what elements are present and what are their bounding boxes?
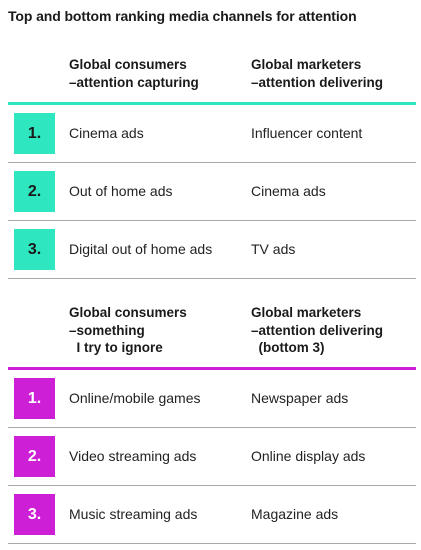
- top-row-3: 3. Digital out of home ads TV ads: [8, 221, 416, 279]
- bottom-consumers-channel: Video streaming ads: [69, 448, 197, 464]
- bottom-row-1: 1. Online/mobile games Newspaper ads: [8, 370, 416, 428]
- top-consumers-channel: Out of home ads: [69, 183, 173, 199]
- row-divider: [8, 278, 416, 279]
- top-rank-badge: 2.: [14, 171, 55, 212]
- row-divider: [8, 485, 416, 486]
- row-divider: [8, 427, 416, 428]
- bottom-consumers-channel: Music streaming ads: [69, 506, 198, 522]
- bottom-row-2: 2. Video streaming ads Online display ad…: [8, 428, 416, 486]
- bottom-marketers-channel: Online display ads: [251, 448, 366, 464]
- bottom-marketers-channel: Newspaper ads: [251, 390, 349, 406]
- bottom-rank-badge: 1.: [14, 378, 55, 419]
- top-row-1: 1. Cinema ads Influencer content: [8, 105, 416, 163]
- top-consumers-header: Global consumers –attention capturing: [69, 57, 199, 90]
- bottom-rank-badge: 2.: [14, 436, 55, 477]
- top-header-rule: [8, 102, 416, 105]
- bottom-header-rule: [8, 367, 416, 370]
- top-row-2: 2. Out of home ads Cinema ads: [8, 163, 416, 221]
- top-marketers-header: Global marketers –attention delivering: [251, 57, 384, 90]
- row-divider: [8, 220, 416, 221]
- top-marketers-channel: TV ads: [251, 241, 296, 257]
- bottom-marketers-channel: Magazine ads: [251, 506, 339, 522]
- top-rank-badge: 3.: [14, 229, 55, 270]
- bottom-rank-badge: 3.: [14, 494, 55, 535]
- row-divider: [8, 162, 416, 163]
- bottom-consumers-channel: Online/mobile games: [69, 390, 201, 406]
- row-divider: [8, 543, 416, 544]
- top-marketers-channel: Influencer content: [251, 125, 363, 141]
- bottom-row-3: 3. Music streaming ads Magazine ads: [8, 486, 416, 544]
- top-consumers-channel: Digital out of home ads: [69, 241, 213, 257]
- top-marketers-channel: Cinema ads: [251, 183, 326, 199]
- page-title: Top and bottom ranking media channels fo…: [8, 8, 357, 24]
- bottom-consumers-header: Global consumers –something I try to ign…: [69, 305, 187, 355]
- top-rank-badge: 1.: [14, 113, 55, 154]
- top-consumers-channel: Cinema ads: [69, 125, 144, 141]
- bottom-marketers-header: Global marketers –attention delivering (…: [251, 305, 384, 355]
